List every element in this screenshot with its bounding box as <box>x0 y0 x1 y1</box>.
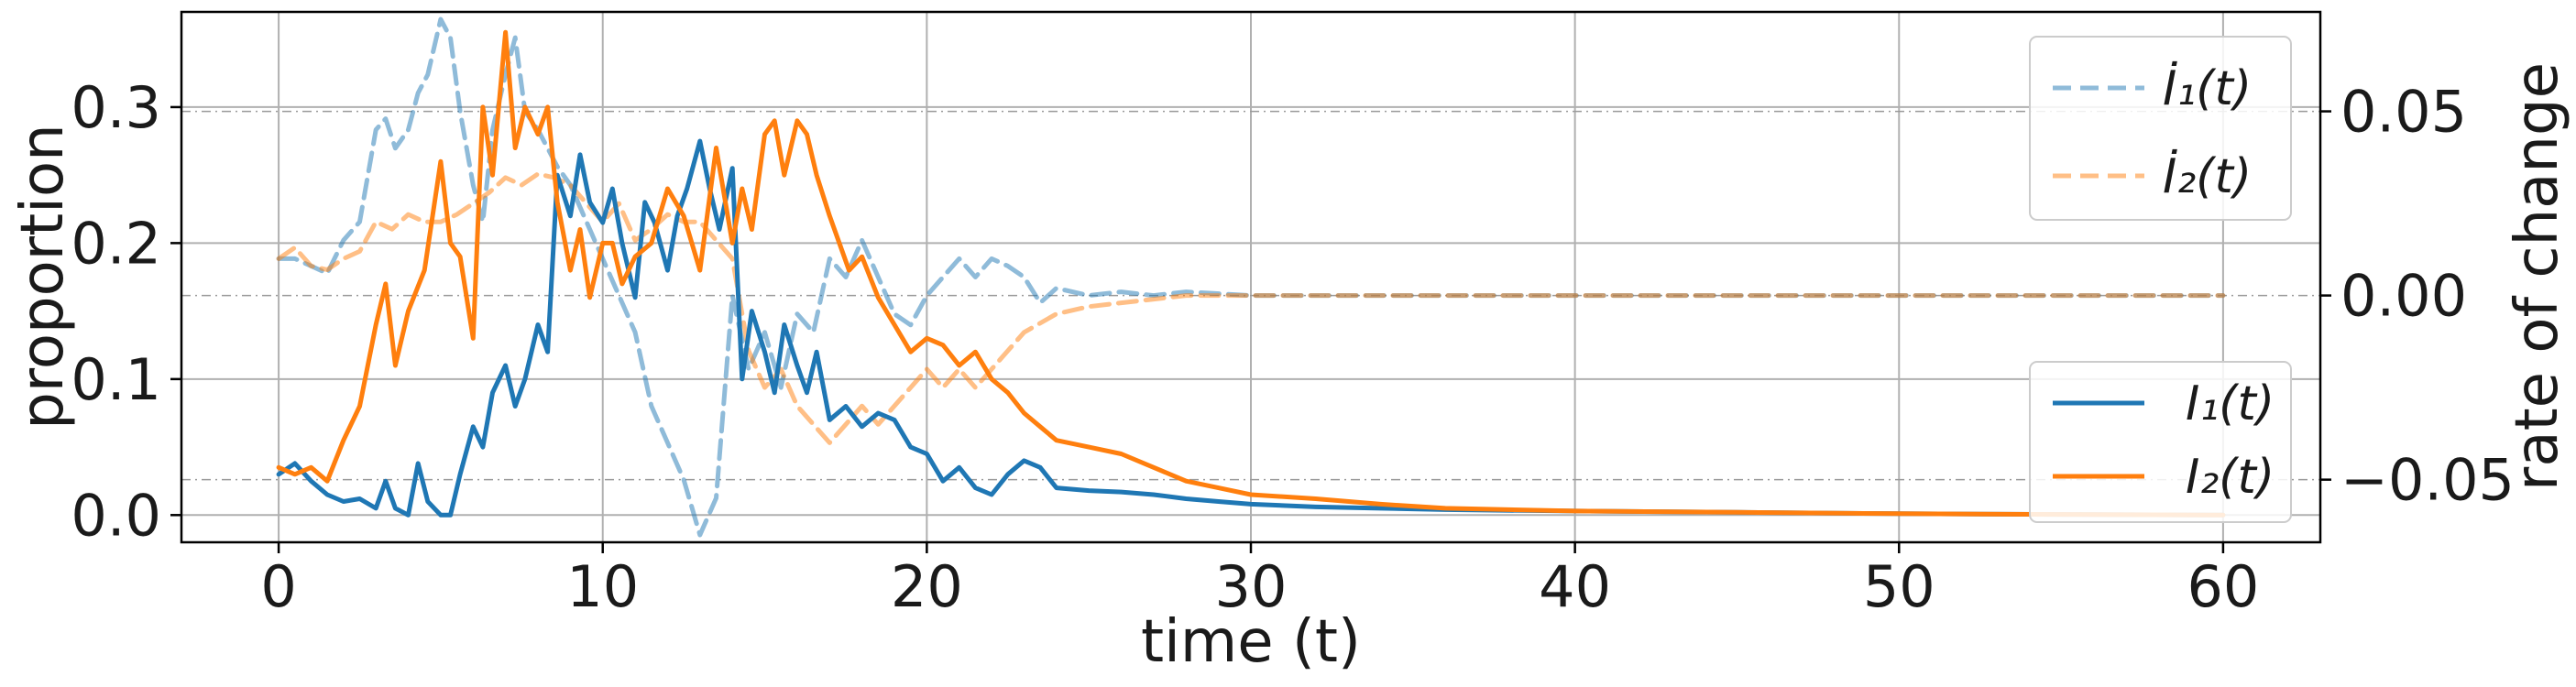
x-tick-label: 40 <box>1539 553 1611 620</box>
x-tick-label: 60 <box>2187 553 2259 620</box>
legend-top-right: İ₁(t) İ₂(t) <box>2029 36 2292 221</box>
x-axis-title: time (t) <box>1141 608 1361 676</box>
legend-label-i1: I₁(t) <box>2186 376 2275 431</box>
legend-label-di2: İ₂(t) <box>2163 148 2252 204</box>
y-right-axis-ticks: −0.05 0.00 0.05 <box>2320 79 2515 514</box>
series-line-di1 <box>276 16 2226 538</box>
y-right-axis-title: rate of change <box>2504 62 2571 491</box>
y-left-axis-title: proportion <box>9 124 77 429</box>
right-axis-grid <box>181 110 2320 481</box>
y-right-tick-label: 0.05 <box>2340 79 2467 146</box>
legend-label-i2: I₂(t) <box>2186 450 2275 505</box>
legend-frame <box>2029 36 2292 221</box>
y-left-axis-ticks: 0.0 0.1 0.2 0.3 <box>71 74 181 549</box>
x-tick-label: 0 <box>260 553 296 620</box>
x-tick-label: 20 <box>891 553 963 620</box>
grid <box>181 12 2320 542</box>
y-right-tick-label: 0.00 <box>2340 263 2467 330</box>
y-right-tick-label: −0.05 <box>2340 447 2515 514</box>
series-line-i2 <box>276 29 2226 518</box>
x-tick-label: 30 <box>1215 553 1288 620</box>
x-tick-label: 10 <box>566 553 639 620</box>
y-left-tick-label: 0.1 <box>71 346 161 413</box>
series-layer <box>276 16 2226 538</box>
legend-label-di1: İ₁(t) <box>2163 60 2252 116</box>
y-left-tick-label: 0.3 <box>71 74 161 141</box>
y-left-tick-label: 0.0 <box>71 482 161 549</box>
legend-bottom-right: I₁(t) I₂(t) <box>2029 361 2292 523</box>
x-tick-label: 50 <box>1863 553 1935 620</box>
x-axis-ticks: 0 10 20 30 40 50 60 <box>260 542 2259 620</box>
y-left-tick-label: 0.2 <box>71 210 161 277</box>
series-line-i1 <box>276 138 2226 518</box>
